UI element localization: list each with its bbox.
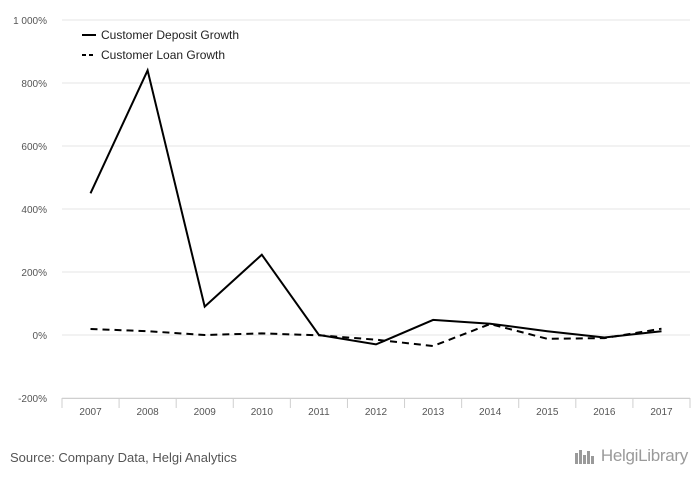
legend: Customer Deposit Growth Customer Loan Gro…: [82, 28, 239, 62]
x-tick-label: 2016: [593, 407, 616, 418]
axes: -200% 0% 200% 400% 600% 800% 1 000% 2007 2008 200…: [13, 16, 691, 418]
y-tick-label: 200%: [21, 268, 47, 279]
x-tick-label: 2010: [251, 407, 274, 418]
x-tick-label: 2009: [194, 407, 217, 418]
legend-label: Customer Loan Growth: [101, 48, 225, 62]
legend-label: Customer Deposit Growth: [101, 28, 239, 42]
x-tick-label: 2012: [365, 407, 388, 418]
source-note: Source: Company Data, Helgi Analytics: [10, 450, 237, 465]
x-tick-label: 2007: [79, 407, 102, 418]
brand-name: HelgiLibrary: [600, 446, 688, 465]
y-tick-label: 600%: [21, 142, 47, 153]
y-tick-label: 800%: [21, 79, 47, 90]
x-tick-label: 2017: [650, 407, 673, 418]
deposit-growth-line: [89, 67, 662, 346]
loan-growth-line: [90, 322, 662, 348]
x-tick-label: 2014: [479, 407, 502, 418]
x-tick-label: 2008: [137, 407, 160, 418]
y-tick-label: -200%: [18, 394, 47, 405]
library-icon: [574, 450, 594, 464]
x-tick-label: 2011: [308, 407, 330, 418]
brand-logo: HelgiLibrary: [574, 446, 688, 466]
y-tick-label: 400%: [21, 205, 47, 216]
y-tick-label: 0%: [33, 331, 48, 342]
x-tick-label: 2013: [422, 407, 445, 418]
series-lines: [89, 67, 662, 348]
x-tick-label: 2015: [536, 407, 559, 418]
y-tick-label: 1 000%: [13, 16, 47, 27]
grid-lines: [62, 19, 690, 399]
